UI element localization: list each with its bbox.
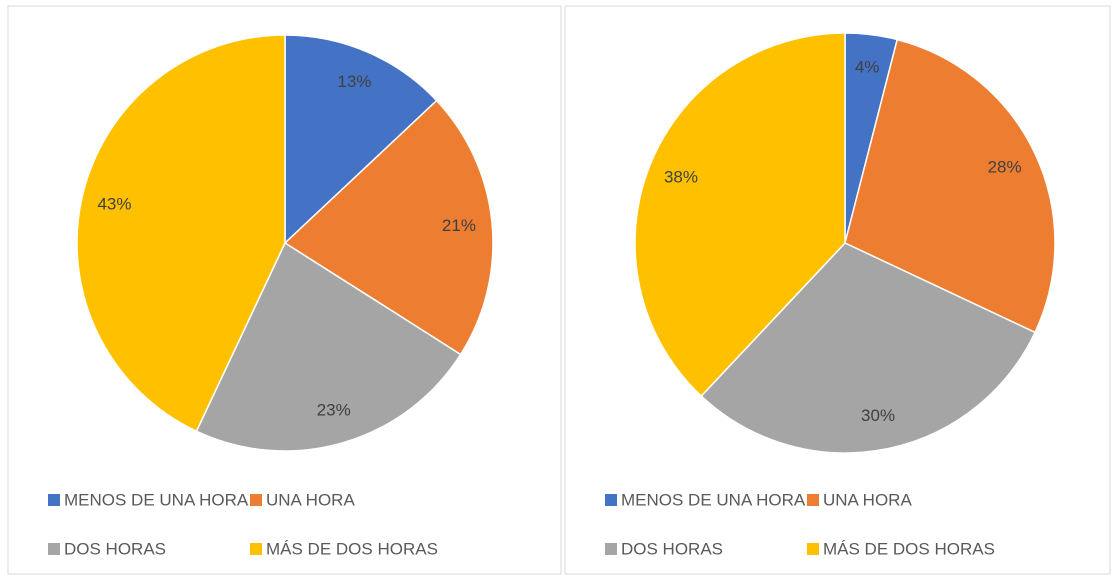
legend-swatch [605,543,617,555]
data-label: 13% [337,72,371,91]
legend-swatch [250,543,262,555]
legend-swatch [48,494,60,506]
data-label: 4% [855,57,880,76]
legend-label: UNA HORA [823,490,912,509]
pie-slice [76,34,286,433]
pie-slice [844,38,1056,334]
legend-swatch [807,494,819,506]
legend-swatch [48,543,60,555]
legend-label: DOS HORAS [64,539,166,558]
data-label: 38% [664,168,698,187]
data-label: 30% [861,406,895,425]
pie-slice [195,241,462,452]
legend-label: MÁS DE DOS HORAS [266,539,438,558]
pie-slice [700,242,1037,454]
data-label: 21% [442,216,476,235]
pie-slice [284,34,438,245]
legend-label: MÁS DE DOS HORAS [823,539,995,558]
legend-label: UNA HORA [266,490,355,509]
data-label: 23% [317,400,351,419]
pie-slice [283,99,494,356]
pie-slice [634,32,846,398]
legend-label: DOS HORAS [621,539,723,558]
legend-swatch [250,494,262,506]
data-label: 28% [988,157,1022,176]
legend-label: MENOS DE UNA HORA [621,490,806,509]
legend-swatch [605,494,617,506]
legend-swatch [807,543,819,555]
legend-label: MENOS DE UNA HORA [64,490,249,509]
data-label: 43% [97,194,131,213]
